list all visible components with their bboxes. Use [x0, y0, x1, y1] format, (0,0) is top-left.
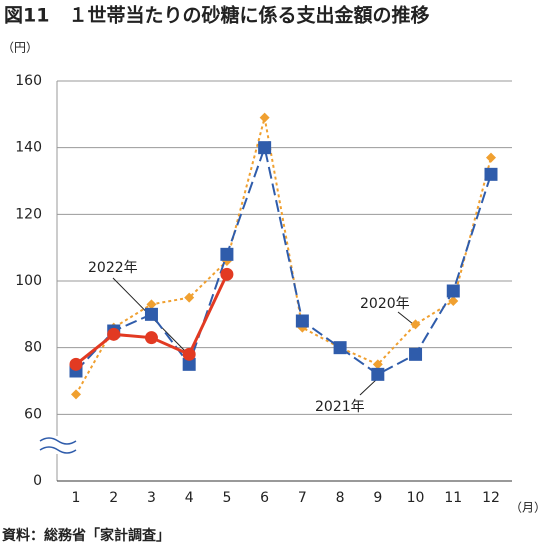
annotation: 2022年	[88, 260, 138, 276]
y-tick-label: 160	[15, 73, 42, 89]
point	[259, 112, 270, 123]
y-tick-label: 120	[15, 206, 42, 222]
leader-line	[359, 378, 378, 396]
point	[484, 167, 498, 181]
point	[446, 284, 460, 298]
x-tick-label: 3	[147, 490, 156, 506]
point	[107, 327, 121, 341]
point	[144, 307, 158, 321]
point	[146, 299, 157, 310]
x-tick-label: 7	[298, 490, 307, 506]
y-tick-label: 0	[33, 473, 42, 489]
y-tick-label: 140	[15, 140, 42, 156]
x-tick-label: 11	[444, 490, 462, 506]
x-tick-label: 8	[336, 490, 345, 506]
source: 資料：総務省「家計調査」	[2, 527, 170, 544]
series-line	[75, 144, 492, 376]
chart-title: 図11 １世帯当たりの砂糖に係る支出金額の推移	[4, 4, 429, 27]
point	[409, 347, 423, 361]
x-tick-label: 10	[407, 490, 425, 506]
x-tick-label: 9	[373, 490, 382, 506]
point	[71, 389, 81, 400]
annotation: 2020年	[360, 296, 410, 312]
axis-break	[38, 436, 78, 454]
series-line	[75, 117, 492, 395]
point	[220, 247, 234, 261]
x-tick-label: 4	[185, 490, 194, 506]
x-tick-label: 6	[260, 490, 269, 506]
x-tick-label: 5	[222, 490, 231, 506]
axis-break-mark	[39, 437, 77, 454]
y-unit: （円）	[2, 41, 38, 55]
point	[220, 267, 234, 281]
point	[410, 319, 421, 330]
point	[295, 314, 309, 328]
annotation: 2021年	[315, 399, 365, 415]
point	[182, 347, 196, 361]
x-unit: （月）	[510, 501, 545, 515]
x-tick-label: 2	[109, 490, 118, 506]
point	[333, 341, 347, 355]
point	[144, 331, 158, 345]
point	[371, 367, 385, 381]
point	[258, 141, 272, 155]
point	[69, 357, 83, 371]
y-tick-label: 100	[15, 273, 42, 289]
y-tick-label: 80	[24, 340, 42, 356]
point	[372, 359, 383, 370]
point	[182, 357, 196, 371]
x-tick-label: 1	[72, 490, 81, 506]
leader-line	[397, 311, 414, 325]
y-tick-label: 60	[24, 406, 42, 422]
point	[448, 296, 459, 306]
x-tick-label: 12	[482, 490, 500, 506]
point	[486, 152, 496, 163]
point	[184, 292, 195, 303]
